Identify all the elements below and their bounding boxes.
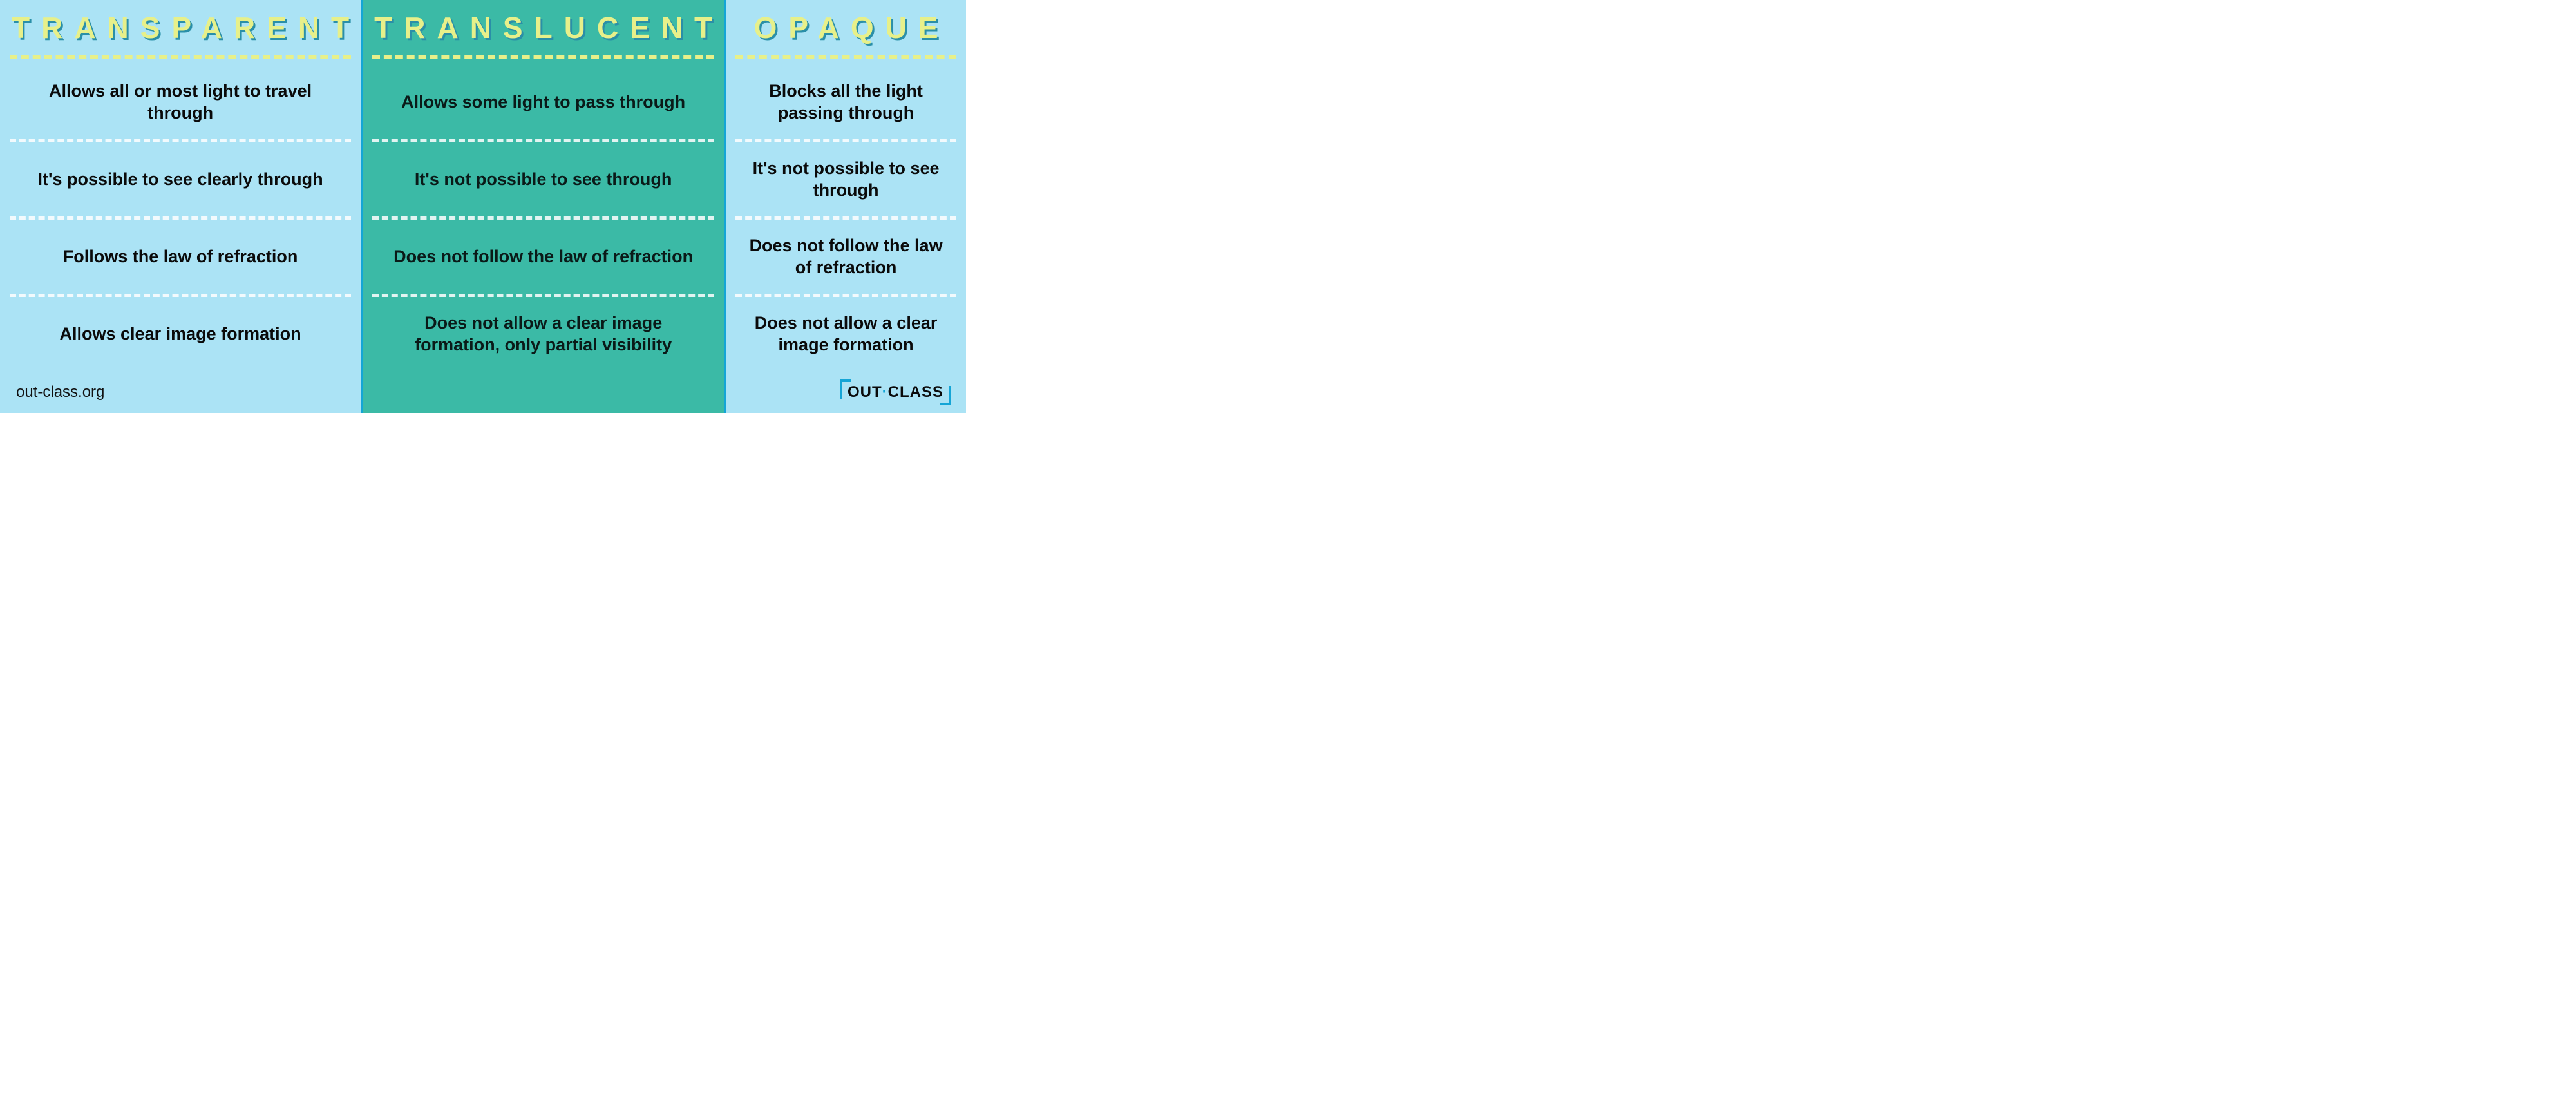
footer-middle: [363, 371, 724, 413]
column-translucent: TRANSLUCENT Allows some light to pass th…: [361, 0, 726, 413]
footer-right: OUT·CLASS: [726, 371, 966, 413]
header-divider: [372, 55, 714, 59]
cell: Does not follow the law of refraction: [726, 220, 966, 294]
logo-dot-icon: ·: [882, 383, 888, 401]
header-divider: [735, 55, 956, 59]
cell: Does not follow the law of refraction: [363, 220, 724, 294]
header-translucent: TRANSLUCENT: [363, 0, 724, 55]
header-divider: [10, 55, 351, 59]
cell: Allows clear image formation: [0, 297, 361, 371]
cell: Allows all or most light to travel throu…: [0, 65, 361, 139]
cell: Does not allow a clear image formation, …: [363, 297, 724, 371]
cell: Does not allow a clear image formation: [726, 297, 966, 371]
footer-left: out-class.org: [0, 371, 361, 413]
column-opaque: OPAQUE Blocks all the light passing thro…: [726, 0, 966, 413]
cell: It's possible to see clearly through: [0, 142, 361, 216]
brand-logo: OUT·CLASS: [841, 381, 950, 404]
cell: It's not possible to see through: [363, 142, 724, 216]
cell: It's not possible to see through: [726, 142, 966, 216]
header-transparent: TRANSPARENT: [0, 0, 361, 55]
cell: Blocks all the light passing through: [726, 65, 966, 139]
logo-prefix: OUT: [848, 383, 882, 401]
site-url: out-class.org: [16, 383, 104, 401]
cell: Allows some light to pass through: [363, 65, 724, 139]
cell: Follows the law of refraction: [0, 220, 361, 294]
column-transparent: TRANSPARENT Allows all or most light to …: [0, 0, 361, 413]
logo-suffix: CLASS: [888, 383, 943, 401]
header-opaque: OPAQUE: [726, 0, 966, 55]
